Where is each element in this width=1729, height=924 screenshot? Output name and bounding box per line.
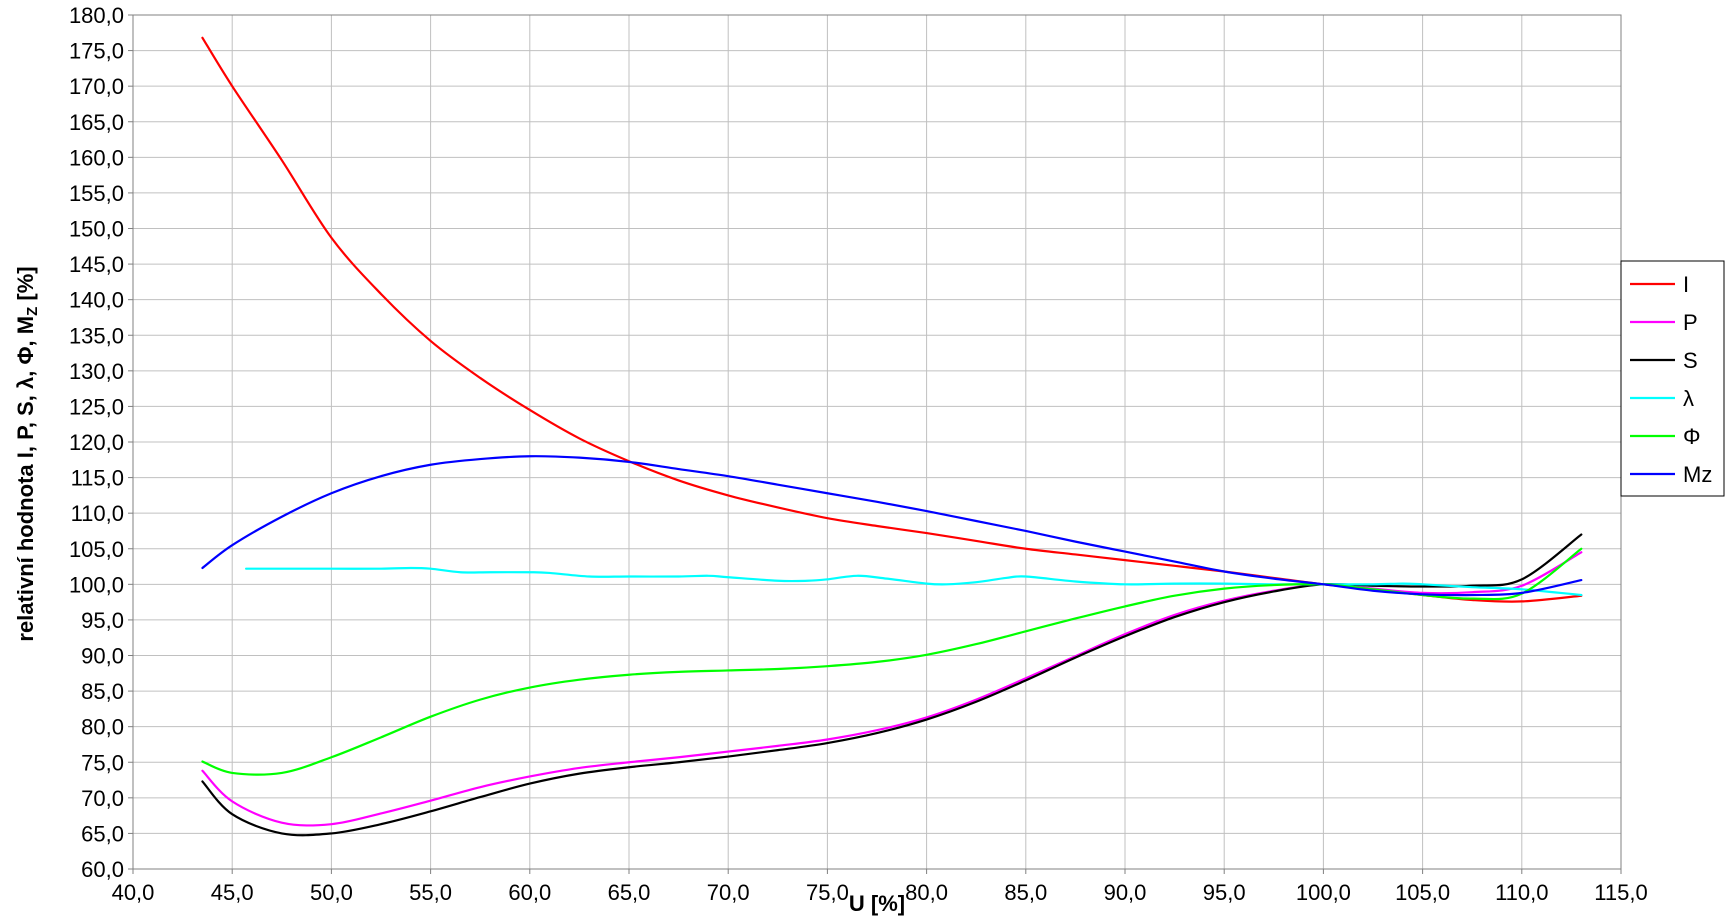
- x-tick-label: 105,0: [1395, 880, 1450, 905]
- x-tick-label: 80,0: [905, 880, 948, 905]
- y-tick-label: 105,0: [69, 537, 124, 562]
- y-tick-label: 165,0: [69, 110, 124, 135]
- y-tick-label: 180,0: [69, 3, 124, 28]
- y-tick-label: 110,0: [71, 501, 124, 526]
- y-tick-labels: 60,0 65,0 70,0 75,0 80,0 85,0 90,0 95,0 100,0 105…: [69, 3, 124, 882]
- y-tick-label: 140,0: [69, 288, 124, 313]
- legend-label-S: S: [1683, 348, 1698, 373]
- y-tick-label: 170,0: [69, 74, 124, 99]
- y-axis-title-unit: [%]: [13, 266, 38, 306]
- x-tick-label: 90,0: [1104, 880, 1147, 905]
- x-tick-label: 85,0: [1004, 880, 1047, 905]
- y-tick-label: 85,0: [81, 679, 124, 704]
- x-tick-label: 40,0: [112, 880, 155, 905]
- legend-label-P: P: [1683, 310, 1698, 335]
- x-tick-label: 50,0: [310, 880, 353, 905]
- legend-label-λ: λ: [1683, 386, 1694, 411]
- y-tick-label: 115,0: [71, 466, 124, 491]
- y-tick-label: 135,0: [69, 323, 124, 348]
- series-line-Mz: [201, 455, 1583, 597]
- y-tick-label: 90,0: [81, 644, 124, 669]
- y-tick-label: 160,0: [69, 145, 124, 170]
- x-tick-label: 115,0: [1594, 880, 1647, 905]
- y-tick-label: 65,0: [81, 821, 124, 846]
- x-axis-title: U [%]: [849, 891, 905, 916]
- x-tick-label: 60,0: [508, 880, 551, 905]
- series-line-P: [201, 551, 1583, 827]
- y-axis-title-subscript: Z: [24, 307, 41, 316]
- y-tick-label: 155,0: [69, 181, 124, 206]
- legend-label-Mz: Mz: [1683, 462, 1712, 487]
- y-tick-label: 120,0: [69, 430, 124, 455]
- series-line-I: [201, 36, 1583, 603]
- y-tick-label: 95,0: [81, 608, 124, 633]
- y-axis-title: relativní hodnota I, P, S, λ, Φ, MZ [%]: [13, 266, 41, 641]
- y-tick-label: 80,0: [81, 715, 124, 740]
- grid-layer: [128, 14, 1622, 874]
- legend-box: [1620, 260, 1725, 497]
- y-axis-title-main: relativní hodnota I, P, S, λ, Φ, M: [13, 316, 38, 642]
- x-tick-labels: 40,0 45,0 50,0 55,0 60,0 65,0 70,0 75,0 80,0 85,0…: [112, 880, 1648, 905]
- y-tick-label: 125,0: [69, 394, 124, 419]
- x-tick-label: 100,0: [1296, 880, 1351, 905]
- legend-label-I: I: [1683, 272, 1689, 297]
- x-tick-label: 95,0: [1203, 880, 1246, 905]
- y-tick-label: 150,0: [69, 217, 124, 242]
- x-tick-label: 45,0: [211, 880, 254, 905]
- x-tick-label: 55,0: [409, 880, 452, 905]
- x-tick-label: 110,0: [1495, 880, 1548, 905]
- y-tick-label: 75,0: [81, 750, 124, 775]
- y-tick-label: 70,0: [81, 786, 124, 811]
- series-line-Φ: [201, 547, 1583, 776]
- y-tick-label: 175,0: [69, 39, 124, 64]
- y-tick-label: 130,0: [69, 359, 124, 384]
- y-tick-label: 60,0: [81, 857, 124, 882]
- series-layer: [201, 36, 1583, 837]
- x-tick-label: 70,0: [707, 880, 750, 905]
- legend-label-Φ: Φ: [1683, 424, 1701, 449]
- x-tick-label: 65,0: [608, 880, 651, 905]
- y-tick-label: 145,0: [69, 252, 124, 277]
- x-tick-label: 75,0: [806, 880, 849, 905]
- y-tick-label: 100,0: [69, 572, 124, 597]
